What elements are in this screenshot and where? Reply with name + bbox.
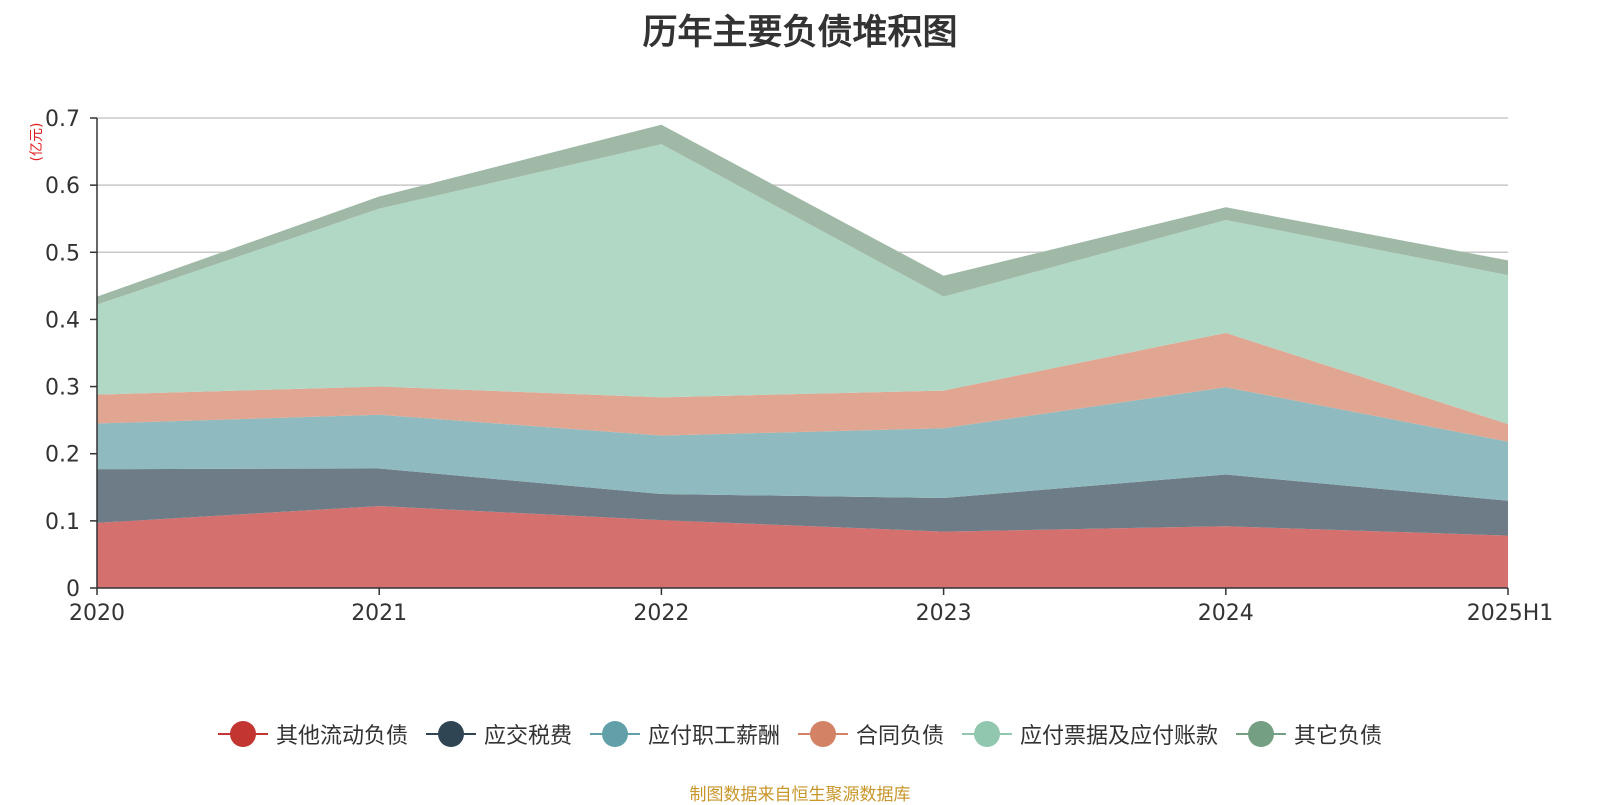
legend-item[interactable]: 其他流动负债 xyxy=(217,718,408,750)
legend-marker-icon xyxy=(589,721,640,747)
legend-label: 其它负债 xyxy=(1294,724,1383,749)
y-axis-unit-label: (亿元) xyxy=(29,123,45,162)
y-tick-label: 0 xyxy=(66,577,80,602)
area-series-4 xyxy=(97,144,1508,425)
legend-label: 应交税费 xyxy=(483,724,572,749)
legend-marker-icon xyxy=(962,721,1013,747)
x-tick-label: 2021 xyxy=(351,601,407,626)
axes: 0 0.1 0.2 0.3 0.4 0.5 0.6 0.7 2020 2021 2022 2023 20… xyxy=(45,107,1553,626)
y-tick-label: 0.6 xyxy=(45,174,80,199)
y-tick-label: 0.7 xyxy=(45,107,80,132)
x-tick-label: 2022 xyxy=(633,601,689,626)
x-tick-label: 2020 xyxy=(69,601,125,626)
x-tick-label: 2024 xyxy=(1198,601,1254,626)
legend-item[interactable]: 其它负债 xyxy=(1236,718,1382,750)
legend-item[interactable]: 应付票据及应付账款 xyxy=(962,718,1218,750)
legend-label: 其他流动负债 xyxy=(275,724,408,749)
y-tick-label: 0.5 xyxy=(45,241,80,266)
legend-marker-icon xyxy=(425,721,476,747)
source-note: 制图数据来自恒生聚源数据库 xyxy=(689,785,911,805)
area-series-2 xyxy=(97,387,1508,501)
chart-title: 历年主要负债堆积图 xyxy=(642,13,958,53)
y-tick-label: 0.2 xyxy=(45,443,80,468)
area-series xyxy=(97,124,1508,588)
legend-label: 应付票据及应付账款 xyxy=(1020,724,1219,749)
area-series-1 xyxy=(97,468,1508,536)
legend-marker-icon xyxy=(1236,721,1287,747)
legend-marker-icon xyxy=(217,721,268,747)
legend-marker-icon xyxy=(798,721,848,747)
legend-label: 合同负债 xyxy=(856,724,945,749)
area-series-5 xyxy=(97,124,1508,305)
legend-item[interactable]: 合同负债 xyxy=(798,718,944,750)
y-tick-label: 0.3 xyxy=(45,376,80,401)
x-tick-label: 2023 xyxy=(916,601,972,626)
x-tick-label: 2025H1 xyxy=(1467,601,1554,626)
area-series-0 xyxy=(97,506,1508,588)
area-series-3 xyxy=(97,332,1508,442)
y-tick-label: 0.4 xyxy=(45,308,80,333)
legend-item[interactable]: 应交税费 xyxy=(425,718,572,750)
legend: 其他流动负债 应交税费 应付职工薪酬 合同负债 应付票据及应付账款 其它负债 xyxy=(0,718,1600,750)
legend-label: 应付职工薪酬 xyxy=(647,724,780,749)
y-tick-label: 0.1 xyxy=(45,510,80,535)
legend-item[interactable]: 应付职工薪酬 xyxy=(589,718,780,750)
